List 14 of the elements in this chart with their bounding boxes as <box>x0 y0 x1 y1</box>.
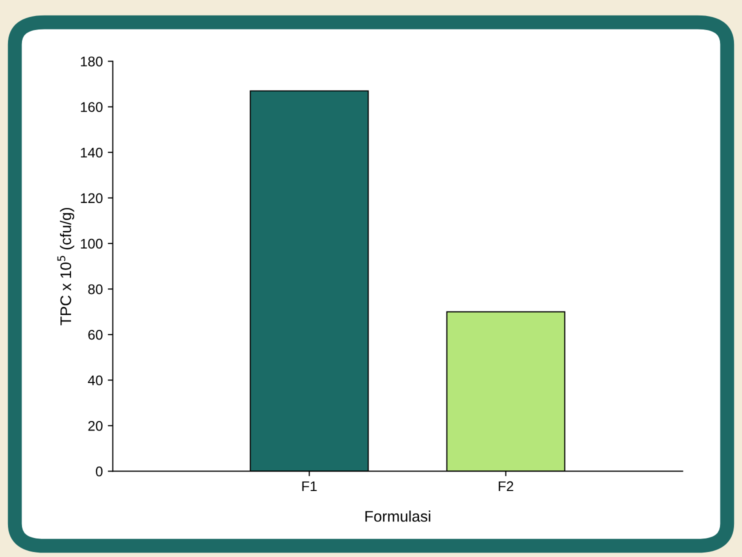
x-tick-label: F1 <box>302 481 317 492</box>
y-tick-label: 20 <box>88 421 103 431</box>
y-tick-label: 40 <box>88 375 103 386</box>
y-tick-label: 100 <box>80 238 103 249</box>
y-tick-label: 180 <box>80 56 103 66</box>
x-axis-title: Formulasi <box>365 510 430 522</box>
y-tick-label: 60 <box>88 330 103 340</box>
y-tick-label: 80 <box>88 284 103 294</box>
y-tick-label: 0 <box>96 466 103 476</box>
y-tick-label: 160 <box>80 102 103 112</box>
y-axis-title: TPC x 10$^{5}$ (cfu/g) <box>57 208 74 326</box>
y-tick-label: 120 <box>80 193 103 204</box>
y-tick-label: 140 <box>80 148 103 158</box>
x-tick-label: F2 <box>498 481 514 492</box>
